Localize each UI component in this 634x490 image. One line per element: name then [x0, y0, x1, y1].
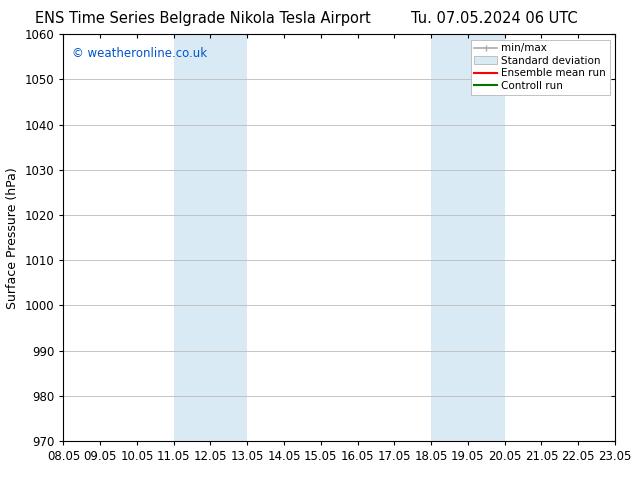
Legend: min/max, Standard deviation, Ensemble mean run, Controll run: min/max, Standard deviation, Ensemble me…	[470, 40, 610, 95]
Text: Tu. 07.05.2024 06 UTC: Tu. 07.05.2024 06 UTC	[411, 11, 578, 26]
Bar	[431, 34, 505, 441]
Text: ENS Time Series Belgrade Nikola Tesla Airport: ENS Time Series Belgrade Nikola Tesla Ai…	[35, 11, 371, 26]
Text: © weatheronline.co.uk: © weatheronline.co.uk	[72, 47, 207, 59]
Bar	[174, 34, 247, 441]
Y-axis label: Surface Pressure (hPa): Surface Pressure (hPa)	[6, 167, 19, 309]
